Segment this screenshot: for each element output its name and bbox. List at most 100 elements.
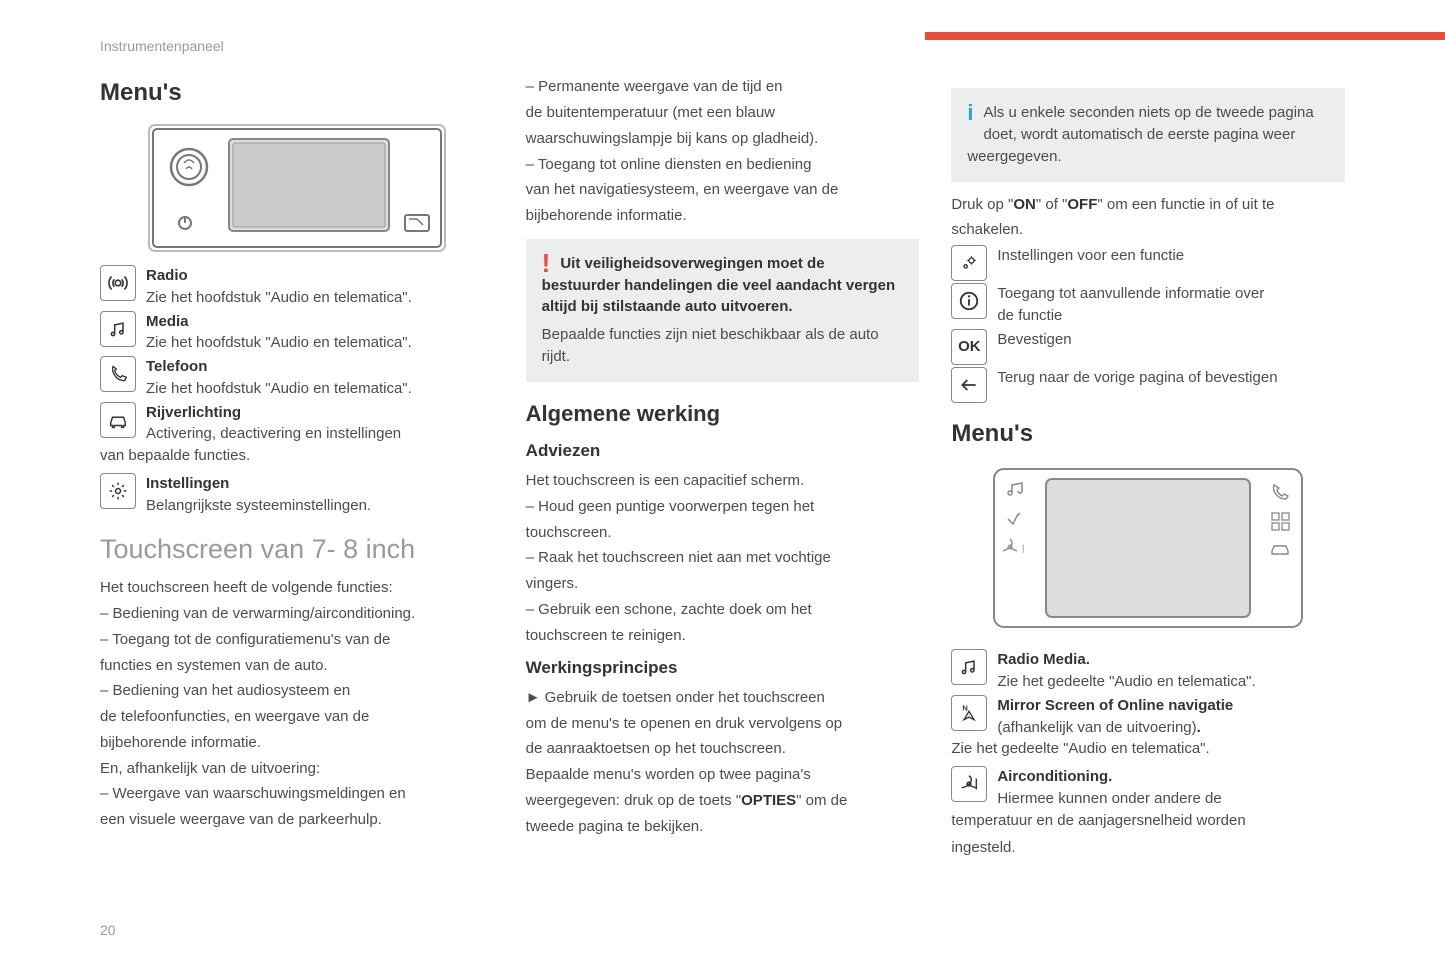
row-text: Terug naar de vorige pagina of bevestige… [997,367,1345,389]
item-label: Radio Media. [997,649,1345,671]
item-label: Radio [146,265,494,287]
menu-item-phone: Telefoon Zie het hoofdstuk "Audio en tel… [100,356,494,400]
touchscreen-diagram: | [951,463,1345,633]
row-text: Instellingen voor een functie [997,245,1345,267]
radio-unit-diagram [100,123,494,253]
body-text: van het navigatiesysteem, en weergave va… [526,179,920,201]
note-text: Bepaalde functies zijn niet beschikbaar … [542,324,904,368]
body-text: touchscreen te reinigen. [526,625,920,647]
menu-item-radio: Radio Zie het hoofdstuk "Audio en telema… [100,265,494,309]
menu-item-settings: Instellingen Belangrijkste systeeminstel… [100,473,494,517]
row-text: Bevestigen [997,329,1345,351]
text-span: " om de [796,792,847,809]
warning-note: ! Uit veiligheidsoverwegingen moet de be… [526,239,920,382]
item-desc: Zie het hoofdstuk "Audio en telematica". [146,332,494,354]
item-label: Rijverlichting [146,402,494,424]
body-text: de buitentemperatuur (met een blauw [526,102,920,124]
item-label: Airconditioning. [997,766,1345,788]
item-label: Mirror Screen of Online navigatie [997,695,1345,717]
body-text: – Bediening van het audiosysteem en [100,680,494,702]
body-text: bijbehorende informatie. [100,732,494,754]
navigation-icon: N [951,695,987,731]
function-row-ok: OK Bevestigen [951,329,1345,365]
section-heading: Algemene werking [526,398,920,430]
music-note-icon [951,649,987,685]
body-text: tweede pagina te bekijken. [526,816,920,838]
gear-small-icon [951,245,987,281]
body-text: – Permanente weergave van de tijd en [526,76,920,98]
arrow-left-icon [951,367,987,403]
svg-text:N: N [963,703,968,712]
body-text: bijbehorende informatie. [526,205,920,227]
body-text: vingers. [526,573,920,595]
text-span: OFF [1067,196,1097,213]
accent-bar [925,32,1445,40]
text-span: ON [1013,196,1036,213]
menu2-mirror-screen: N Mirror Screen of Online navigatie (afh… [951,695,1345,739]
fan-icon [951,766,987,802]
item-desc: Zie het gedeelte "Audio en telematica". [997,671,1345,693]
info-note: i Als u enkele seconden niets op de twee… [951,88,1345,181]
menus-heading-2: Menu's [951,417,1345,452]
text-span: " om een functie in of uit te [1097,196,1274,213]
body-text: de telefoonfuncties, en weergave van de [100,706,494,728]
body-text: om de menu's te openen en druk vervolgen… [526,713,920,735]
radio-tower-icon [100,265,136,301]
item-desc: Belangrijkste systeeminstellingen. [146,495,494,517]
body-text: functies en systemen van de auto. [100,655,494,677]
body-text: – Bediening van de verwarming/airconditi… [100,603,494,625]
function-row-info: Toegang tot aanvullende informatie over … [951,283,1345,327]
gear-icon [100,473,136,509]
text-span: Druk op " [951,196,1013,213]
function-row-settings: Instellingen voor een functie [951,245,1345,281]
body-text: waarschuwingslampje bij kans op gladheid… [526,128,920,150]
exclamation-icon: ! [542,253,551,274]
column-2: – Permanente weergave van de tijd en de … [526,76,920,863]
menu-item-driving: Rijverlichting Activering, deactivering … [100,402,494,446]
row-text: Toegang tot aanvullende informatie over [997,283,1345,305]
body-text: – Houd geen puntige voorwerpen tegen het [526,496,920,518]
item-continuation: ingesteld. [951,837,1345,859]
body-text: Het touchscreen heeft de volgende functi… [100,577,494,599]
body-text: – Toegang tot online diensten en bedieni… [526,154,920,176]
item-desc: Zie het hoofdstuk "Audio en telematica". [146,287,494,309]
body-text: de aanraaktoetsen op het touchscreen. [526,738,920,760]
item-continuation: temperatuur en de aanjagersnelheid worde… [951,810,1345,832]
menu-item-media: Media Zie het hoofdstuk "Audio en telema… [100,311,494,355]
note-text: Als u enkele seconden niets op de [983,104,1212,121]
text-span: . [1197,719,1201,736]
note-text: Uit veiligheidsoverwegingen moet de [560,255,824,272]
page-number: 20 [100,920,116,940]
body-text: schakelen. [951,219,1345,241]
body-text: – Toegang tot de configuratiemenu's van … [100,629,494,651]
item-desc: (afhankelijk van de uitvoering). [997,717,1345,739]
item-desc: Hiermee kunnen onder andere de [997,788,1345,810]
svg-text:|: | [1022,543,1024,553]
column-1: Menu's [100,76,494,863]
body-text: Bepaalde menu's worden op twee pagina's [526,764,920,786]
item-desc: Activering, deactivering en instellingen [146,423,494,445]
row-text: de functie [997,305,1345,327]
ok-icon: OK [951,329,987,365]
body-text: een visuele weergave van de parkeerhulp. [100,809,494,831]
note-text: bestuurder handelingen die veel aandacht… [542,277,895,316]
car-icon [100,402,136,438]
column-3: i Als u enkele seconden niets op de twee… [951,76,1345,863]
item-desc: Zie het hoofdstuk "Audio en telematica". [146,378,494,400]
item-label: Media [146,311,494,333]
subsection-heading: Werkingsprincipes [526,656,920,681]
item-continuation: van bepaalde functies. [100,445,494,467]
body-text: – Weergave van waarschuwingsmeldingen en [100,783,494,805]
menu2-airco: Airconditioning. Hiermee kunnen onder an… [951,766,1345,810]
info-icon: i [967,102,973,124]
body-text: Het touchscreen is een capacitief scherm… [526,470,920,492]
item-label: Telefoon [146,356,494,378]
body-text: ► Gebruik de toetsen onder het touchscre… [526,687,920,709]
body-text: Druk op "ON" of "OFF" om een functie in … [951,194,1345,216]
item-label: Instellingen [146,473,494,495]
item-continuation: Zie het gedeelte "Audio en telematica". [951,738,1345,760]
menus-heading: Menu's [100,76,494,111]
body-text: En, afhankelijk van de uitvoering: [100,758,494,780]
menu2-radio-media: Radio Media. Zie het gedeelte "Audio en … [951,649,1345,693]
subsection-heading: Adviezen [526,439,920,464]
